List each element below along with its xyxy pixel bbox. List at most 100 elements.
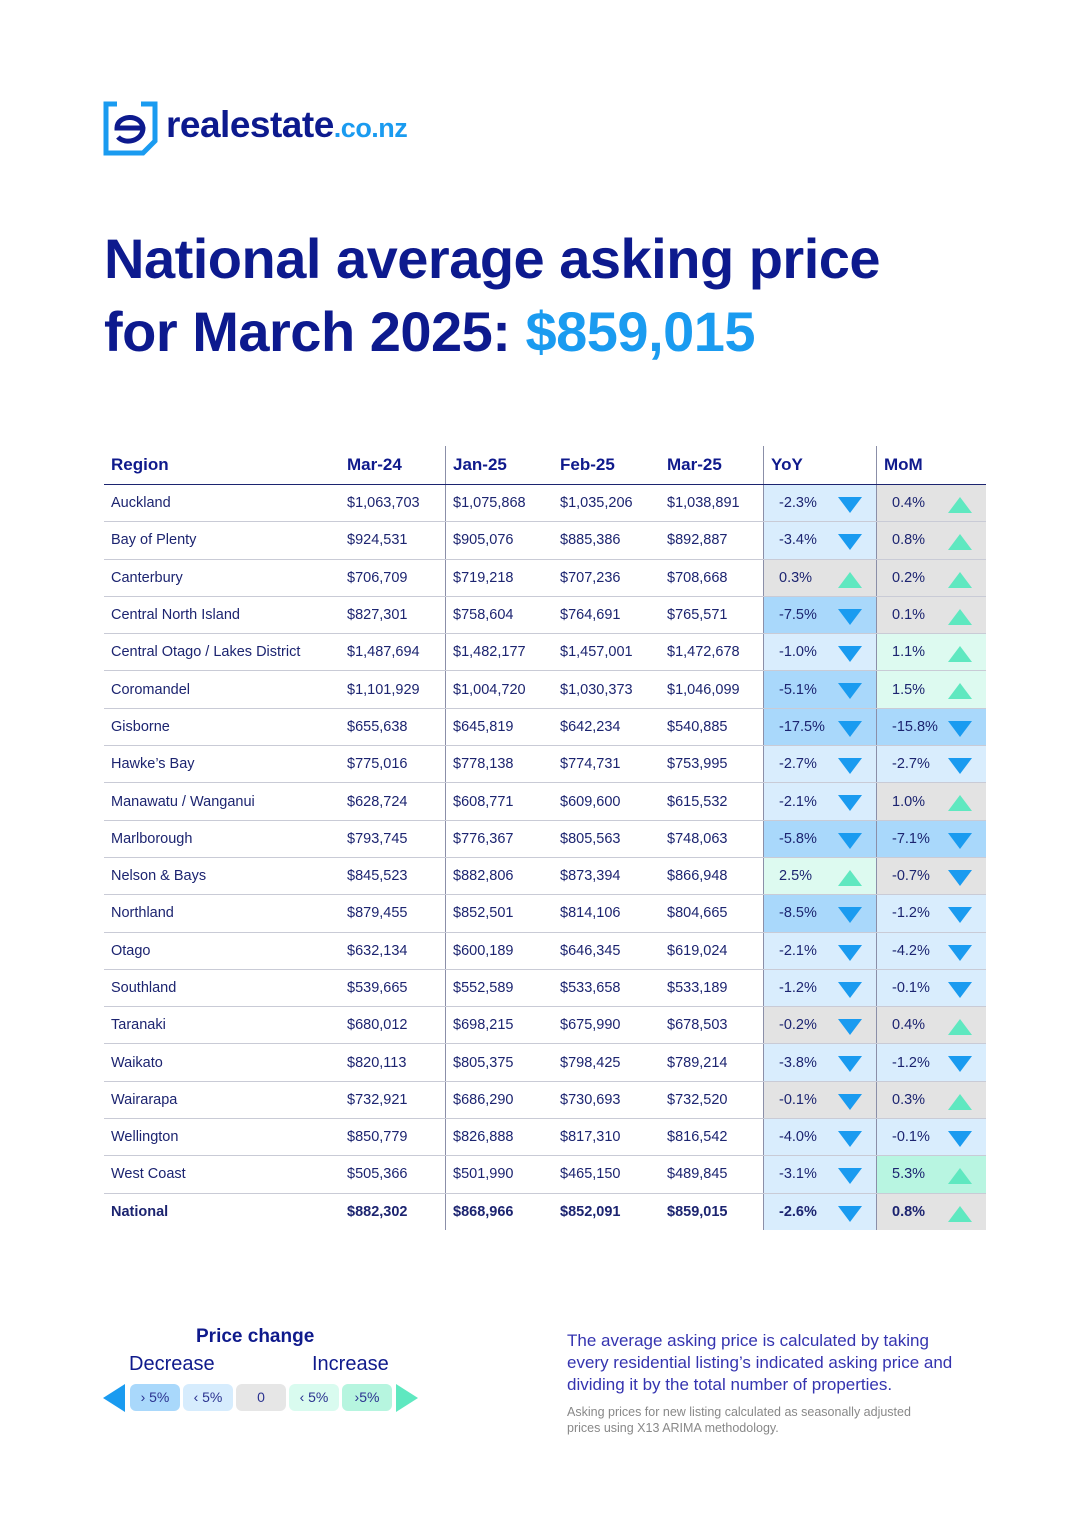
cell-text: Northland xyxy=(111,905,174,922)
price-cell: $1,004,720 xyxy=(445,670,553,709)
price-cell: $827,301 xyxy=(340,596,446,635)
arrow-up xyxy=(838,571,862,588)
change-cell: -7.5% xyxy=(763,596,877,635)
cell-text: $1,075,868 xyxy=(453,495,526,512)
region-cell: Auckland xyxy=(104,484,340,523)
change-cell: 5.3% xyxy=(876,1155,986,1194)
change-value: -0.2% xyxy=(779,1017,817,1034)
total-row: National $882,302 $868,966 $852,091 $859,015… xyxy=(104,1193,986,1230)
cell-text: $600,189 xyxy=(453,942,514,959)
legend-chip: › 5% xyxy=(130,1384,180,1411)
cell-text: $805,375 xyxy=(453,1054,514,1071)
arrow-up xyxy=(948,497,972,513)
change-value: 0.2% xyxy=(892,569,926,586)
change-cell: -15.8% xyxy=(876,708,986,747)
price-cell: $753,995 xyxy=(660,745,764,784)
price-cell: $600,189 xyxy=(445,932,553,970)
column-header: Mar-25 xyxy=(660,446,764,485)
price-cell: $816,542 xyxy=(660,1118,764,1157)
arrow-down xyxy=(838,944,862,961)
price-cell: $719,218 xyxy=(445,559,553,597)
change-cell: -0.7% xyxy=(876,857,986,896)
arrow-down xyxy=(948,907,972,924)
cell-text: West Coast xyxy=(111,1166,186,1183)
cell-text: $793,745 xyxy=(347,830,408,847)
cell-text: $764,691 xyxy=(560,607,621,624)
cell-text: $776,367 xyxy=(453,830,514,847)
arrow-up xyxy=(948,608,972,625)
change-value: -0.7% xyxy=(892,868,930,885)
cell-text: Canterbury xyxy=(111,569,183,586)
price-cell: $642,234 xyxy=(553,708,660,747)
footnote-line: Asking prices for new listing calculated… xyxy=(567,1405,911,1419)
price-cell: $764,691 xyxy=(553,596,660,635)
price-cell: $686,290 xyxy=(445,1081,553,1120)
change-cell: 0.8% xyxy=(876,521,986,560)
title-line: for March 2025: $859,015 xyxy=(104,295,880,368)
cell-text: Southland xyxy=(111,980,177,996)
region-cell: Central North Island xyxy=(104,596,340,635)
arrow-down xyxy=(948,981,972,998)
legend-arrow-left xyxy=(103,1384,125,1412)
cell-text: $1,482,177 xyxy=(453,644,526,661)
price-cell: $1,101,929 xyxy=(340,670,446,709)
change-cell: 0.3% xyxy=(876,1081,986,1120)
cell-text: $1,101,929 xyxy=(347,681,420,698)
change-value: -7.5% xyxy=(779,607,817,624)
cell-text: $885,386 xyxy=(560,532,621,549)
cell-text: $465,150 xyxy=(560,1166,621,1183)
title: National average asking price for March 2… xyxy=(104,222,881,368)
cell-text: $1,030,373 xyxy=(560,681,633,698)
column-header: YoY xyxy=(763,446,877,485)
cell-text: $850,779 xyxy=(347,1129,408,1146)
price-cell: $1,482,177 xyxy=(445,633,553,672)
region-cell: Marlborough xyxy=(104,820,340,858)
cell-text: $778,138 xyxy=(453,756,514,773)
arrow-up xyxy=(948,1019,972,1036)
table-row: Canterbury $706,709 $719,218 $707,236 $708,6… xyxy=(104,559,986,597)
change-cell: -1.2% xyxy=(876,894,986,933)
arrow-down xyxy=(838,1131,862,1148)
change-value: -2.3% xyxy=(779,495,817,512)
title-highlight: $859,015 xyxy=(525,300,756,363)
arrow-down xyxy=(948,832,972,849)
cell-text: $798,425 xyxy=(560,1054,621,1071)
change-value: 0.3% xyxy=(892,1091,926,1108)
arrow-up xyxy=(948,683,972,700)
cell-text: $533,189 xyxy=(667,980,728,996)
arrow-down xyxy=(838,1093,862,1110)
change-cell: 2.5% xyxy=(763,857,877,896)
price-cell: $708,668 xyxy=(660,559,764,597)
cell-text: $1,046,099 xyxy=(667,681,740,698)
cell-text: $615,532 xyxy=(667,793,728,810)
change-value: -0.1% xyxy=(779,1091,817,1108)
cell-text: Marlborough xyxy=(111,830,193,847)
price-cell: $1,472,678 xyxy=(660,633,764,672)
change-cell: -2.7% xyxy=(763,745,877,784)
region-cell: Gisborne xyxy=(104,708,340,747)
price-cell: $776,367 xyxy=(445,820,553,858)
price-cell: $615,532 xyxy=(660,782,764,821)
legend-increase: Increase xyxy=(312,1353,389,1375)
change-cell: -0.1% xyxy=(876,1118,986,1157)
cell-text: $628,724 xyxy=(347,793,408,810)
arrow-down xyxy=(948,869,972,886)
cell-text: Bay of Plenty xyxy=(111,532,197,549)
change-cell: -2.6% xyxy=(763,1193,877,1230)
note: The average asking price is calculated b… xyxy=(567,1330,952,1396)
price-cell: $765,571 xyxy=(660,596,764,635)
price-cell: $552,589 xyxy=(445,969,553,1008)
change-value: 0.8% xyxy=(892,1203,926,1220)
arrow-down xyxy=(838,907,862,924)
change-cell: 0.8% xyxy=(876,1193,986,1230)
price-cell: $805,563 xyxy=(553,820,660,858)
cell-text: $1,472,678 xyxy=(667,644,740,661)
arrow-down xyxy=(838,758,862,775)
arrow-down xyxy=(838,608,862,625)
change-value: 0.3% xyxy=(779,569,813,586)
change-value: -4.2% xyxy=(892,942,930,959)
table-row: Waikato $820,113 $805,375 $798,425 $789,214 -… xyxy=(104,1043,986,1082)
logo-text: realestate.co.nz xyxy=(166,104,408,146)
price-cell: $805,375 xyxy=(445,1043,553,1082)
region-cell: National xyxy=(104,1193,340,1230)
